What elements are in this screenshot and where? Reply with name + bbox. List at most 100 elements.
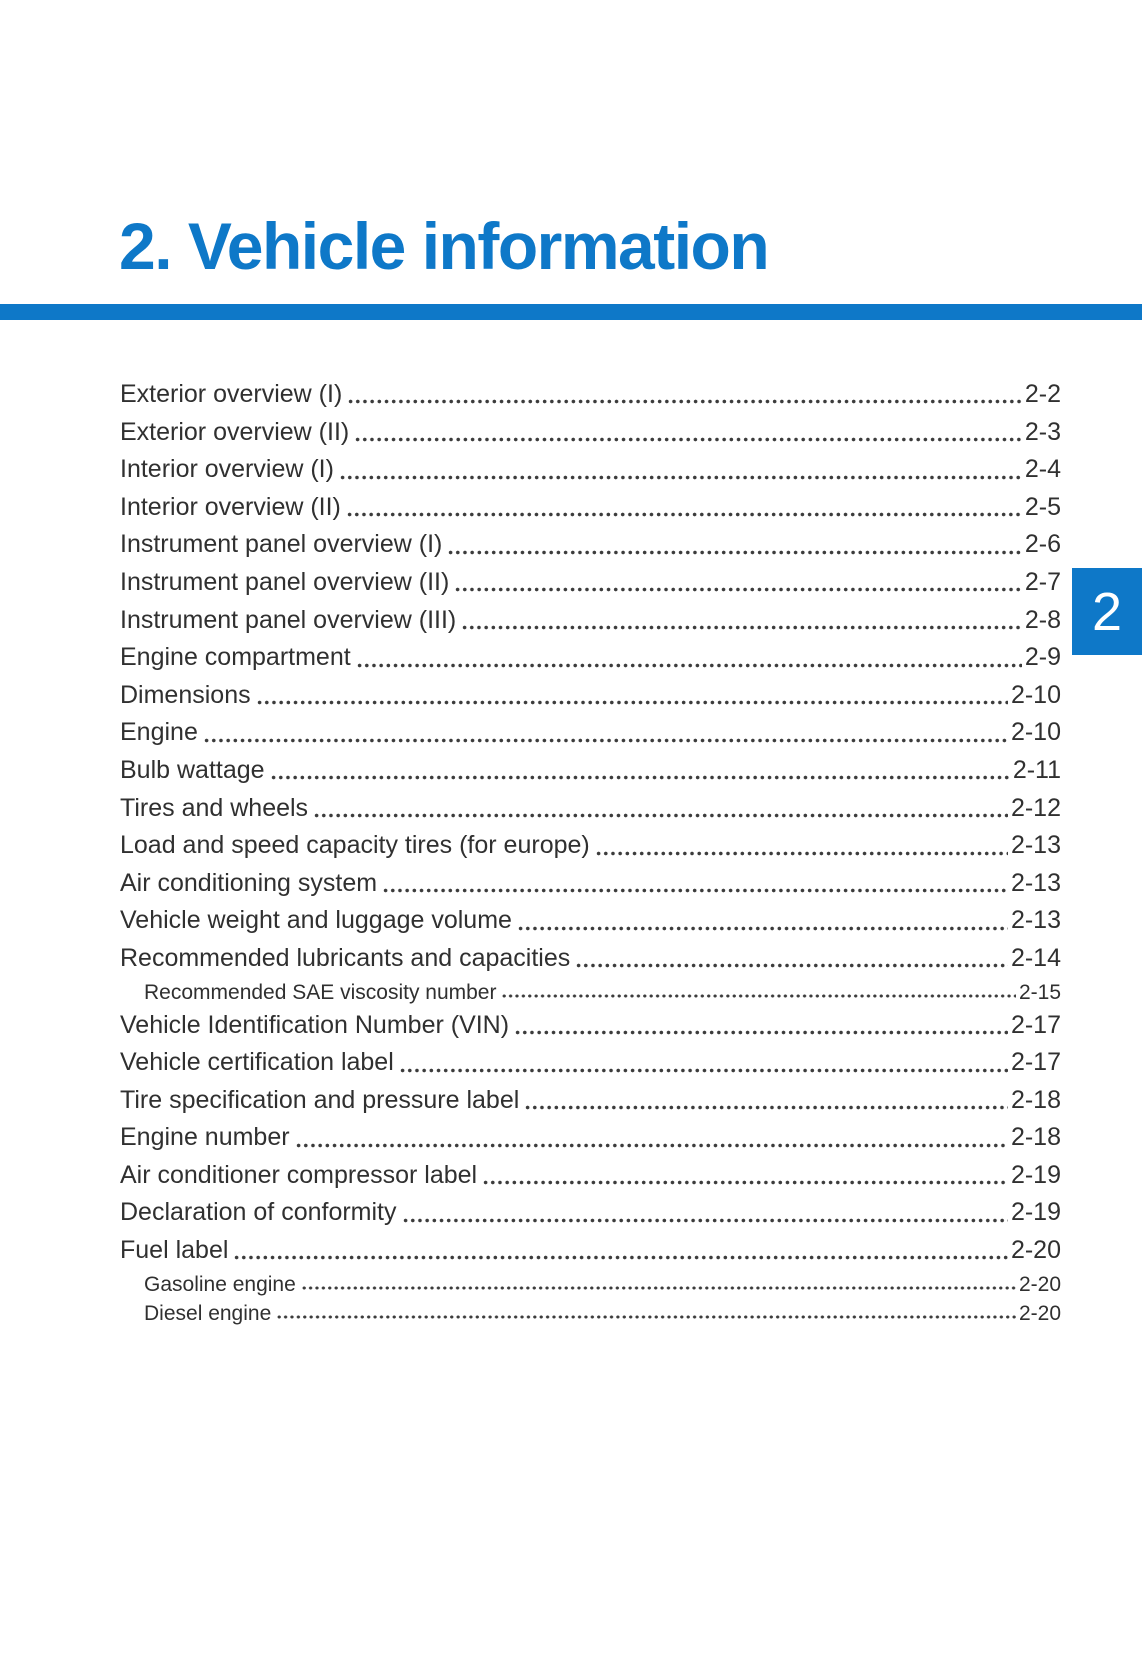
toc-entry-label: Dimensions bbox=[120, 680, 251, 709]
toc-list: Exterior overview (I) 2-2 Exterior overvie… bbox=[120, 376, 1061, 1328]
toc-entry[interactable]: Tire specification and pressure label 2-1… bbox=[120, 1081, 1061, 1120]
toc-entry[interactable]: Air conditioning system 2-13 bbox=[120, 864, 1061, 903]
toc-leader-dots bbox=[454, 563, 1022, 602]
toc-entry-page: 2-10 bbox=[1010, 718, 1061, 747]
toc-entry[interactable]: Declaration of conformity 2-19 bbox=[120, 1194, 1061, 1233]
toc-leader-dots bbox=[594, 827, 1008, 865]
toc-entry-page: 2-9 bbox=[1024, 643, 1061, 672]
toc-leader-dots bbox=[501, 977, 1016, 1007]
toc-entry-label: Air conditioning system bbox=[120, 868, 378, 897]
toc-entry[interactable]: Interior overview (I) 2-4 bbox=[120, 451, 1061, 489]
chapter-tab-label: 2 bbox=[1091, 581, 1123, 642]
toc-entry-page: 2-3 bbox=[1024, 417, 1061, 446]
toc-leader-dots bbox=[255, 676, 1008, 715]
toc-entry[interactable]: Vehicle weight and luggage volume 2-13 bbox=[120, 902, 1061, 940]
toc-entry[interactable]: Load and speed capacity tires (for europ… bbox=[120, 827, 1061, 865]
toc-entry-label: Bulb wattage bbox=[120, 755, 265, 784]
toc-entry-page: 2-18 bbox=[1010, 1123, 1061, 1152]
toc-leader-dots bbox=[398, 1044, 1008, 1082]
toc-leader-dots bbox=[300, 1269, 1016, 1299]
toc-entry-label: Recommended SAE viscosity number bbox=[144, 980, 497, 1004]
toc-entry-page: 2-7 bbox=[1024, 567, 1061, 596]
toc-leader-dots bbox=[347, 376, 1022, 414]
toc-entry-page: 2-20 bbox=[1018, 1301, 1061, 1325]
toc-leader-dots bbox=[355, 639, 1022, 677]
toc-entry-page: 2-17 bbox=[1010, 1010, 1061, 1039]
toc-leader-dots bbox=[345, 488, 1022, 527]
toc-entry[interactable]: Vehicle Identification Number (VIN) 2-17 bbox=[120, 1006, 1061, 1045]
toc-leader-dots bbox=[269, 751, 1010, 790]
toc-entry[interactable]: Tires and wheels 2-12 bbox=[120, 789, 1061, 828]
toc-leader-dots bbox=[516, 902, 1008, 940]
toc-entry-label: Tires and wheels bbox=[120, 793, 309, 822]
toc-entry-label: Exterior overview (I) bbox=[120, 380, 343, 408]
toc-entry[interactable]: Vehicle certification label 2-17 bbox=[120, 1044, 1061, 1082]
toc-entry-label: Load and speed capacity tires (for europ… bbox=[120, 831, 590, 860]
toc-entry-page: 2-14 bbox=[1010, 943, 1061, 972]
toc-subentry[interactable]: Recommended SAE viscosity number 2-15 bbox=[120, 977, 1061, 1007]
chapter-tab: 2 bbox=[1072, 568, 1142, 655]
title-underline-bar bbox=[0, 304, 1142, 320]
toc-entry[interactable]: Instrument panel overview (III) 2-8 bbox=[120, 601, 1061, 640]
toc-subentry[interactable]: Diesel engine 2-20 bbox=[120, 1298, 1061, 1328]
toc-entry-label: Tire specification and pressure label bbox=[120, 1085, 520, 1114]
toc-entry-page: 2-13 bbox=[1010, 831, 1061, 860]
toc-entry-page: 2-6 bbox=[1024, 530, 1061, 559]
toc-entry-page: 2-13 bbox=[1010, 868, 1061, 897]
toc-entry-page: 2-5 bbox=[1024, 492, 1061, 521]
toc-entry-label: Vehicle Identification Number (VIN) bbox=[120, 1010, 510, 1039]
toc-leader-dots bbox=[382, 864, 1008, 903]
toc-leader-dots bbox=[338, 451, 1022, 489]
toc-entry-label: Interior overview (II) bbox=[120, 492, 341, 521]
toc-entry[interactable]: Engine compartment 2-9 bbox=[120, 639, 1061, 677]
toc-entry-page: 2-2 bbox=[1024, 380, 1061, 408]
toc-entry-label: Engine compartment bbox=[120, 643, 351, 672]
toc-entry[interactable]: Exterior overview (I) 2-2 bbox=[120, 376, 1061, 414]
toc-entry-page: 2-8 bbox=[1024, 605, 1061, 634]
toc-leader-dots bbox=[313, 789, 1008, 828]
toc-leader-dots bbox=[482, 1156, 1008, 1195]
toc-entry-label: Instrument panel overview (II) bbox=[120, 567, 450, 596]
toc-entry-label: Fuel label bbox=[120, 1236, 229, 1265]
toc-entry-page: 2-13 bbox=[1010, 906, 1061, 935]
toc-entry-page: 2-15 bbox=[1018, 980, 1061, 1004]
toc-entry-label: Instrument panel overview (III) bbox=[120, 605, 457, 634]
toc-entry[interactable]: Interior overview (II) 2-5 bbox=[120, 488, 1061, 527]
toc-subentry[interactable]: Gasoline engine 2-20 bbox=[120, 1269, 1061, 1299]
toc-entry[interactable]: Bulb wattage 2-11 bbox=[120, 751, 1061, 790]
toc-entry[interactable]: Air conditioner compressor label 2-19 bbox=[120, 1156, 1061, 1195]
toc-leader-dots bbox=[294, 1119, 1008, 1157]
toc-leader-dots bbox=[354, 413, 1022, 452]
toc-entry[interactable]: Exterior overview (II) 2-3 bbox=[120, 413, 1061, 452]
toc-entry-label: Recommended lubricants and capacities bbox=[120, 943, 571, 972]
toc-entry-page: 2-19 bbox=[1010, 1160, 1061, 1189]
toc-entry-page: 2-17 bbox=[1010, 1048, 1061, 1077]
toc-entry-label: Vehicle certification label bbox=[120, 1048, 394, 1077]
toc-entry-label: Diesel engine bbox=[144, 1301, 272, 1325]
toc-entry-page: 2-10 bbox=[1010, 680, 1061, 709]
toc-entry[interactable]: Fuel label 2-20 bbox=[120, 1232, 1061, 1270]
toc-entry[interactable]: Engine number 2-18 bbox=[120, 1119, 1061, 1157]
toc-entry-page: 2-18 bbox=[1010, 1085, 1061, 1114]
toc-entry-label: Engine bbox=[120, 718, 198, 747]
toc-entry[interactable]: Instrument panel overview (II) 2-7 bbox=[120, 563, 1061, 602]
toc-entry-label: Air conditioner compressor label bbox=[120, 1160, 478, 1189]
toc-leader-dots bbox=[461, 601, 1022, 640]
toc-leader-dots bbox=[276, 1298, 1016, 1328]
toc-entry[interactable]: Recommended lubricants and capacities 2-1… bbox=[120, 939, 1061, 978]
toc-entry-label: Vehicle weight and luggage volume bbox=[120, 906, 512, 935]
toc-entry[interactable]: Engine 2-10 bbox=[120, 714, 1061, 752]
toc-entry-page: 2-20 bbox=[1010, 1236, 1061, 1265]
toc-entry-page: 2-19 bbox=[1010, 1198, 1061, 1227]
toc-entry[interactable]: Instrument panel overview (I) 2-6 bbox=[120, 526, 1061, 564]
toc-entry-page: 2-11 bbox=[1012, 755, 1061, 784]
toc-entry-label: Instrument panel overview (I) bbox=[120, 530, 443, 559]
toc-entry-page: 2-4 bbox=[1024, 455, 1061, 484]
toc-entry[interactable]: Dimensions 2-10 bbox=[120, 676, 1061, 715]
toc-entry-label: Interior overview (I) bbox=[120, 455, 334, 484]
toc-entry-label: Declaration of conformity bbox=[120, 1198, 397, 1227]
toc-entry-page: 2-20 bbox=[1018, 1272, 1061, 1296]
toc-entry-label: Engine number bbox=[120, 1123, 290, 1152]
toc-leader-dots bbox=[524, 1081, 1008, 1120]
toc-leader-dots bbox=[401, 1194, 1008, 1233]
